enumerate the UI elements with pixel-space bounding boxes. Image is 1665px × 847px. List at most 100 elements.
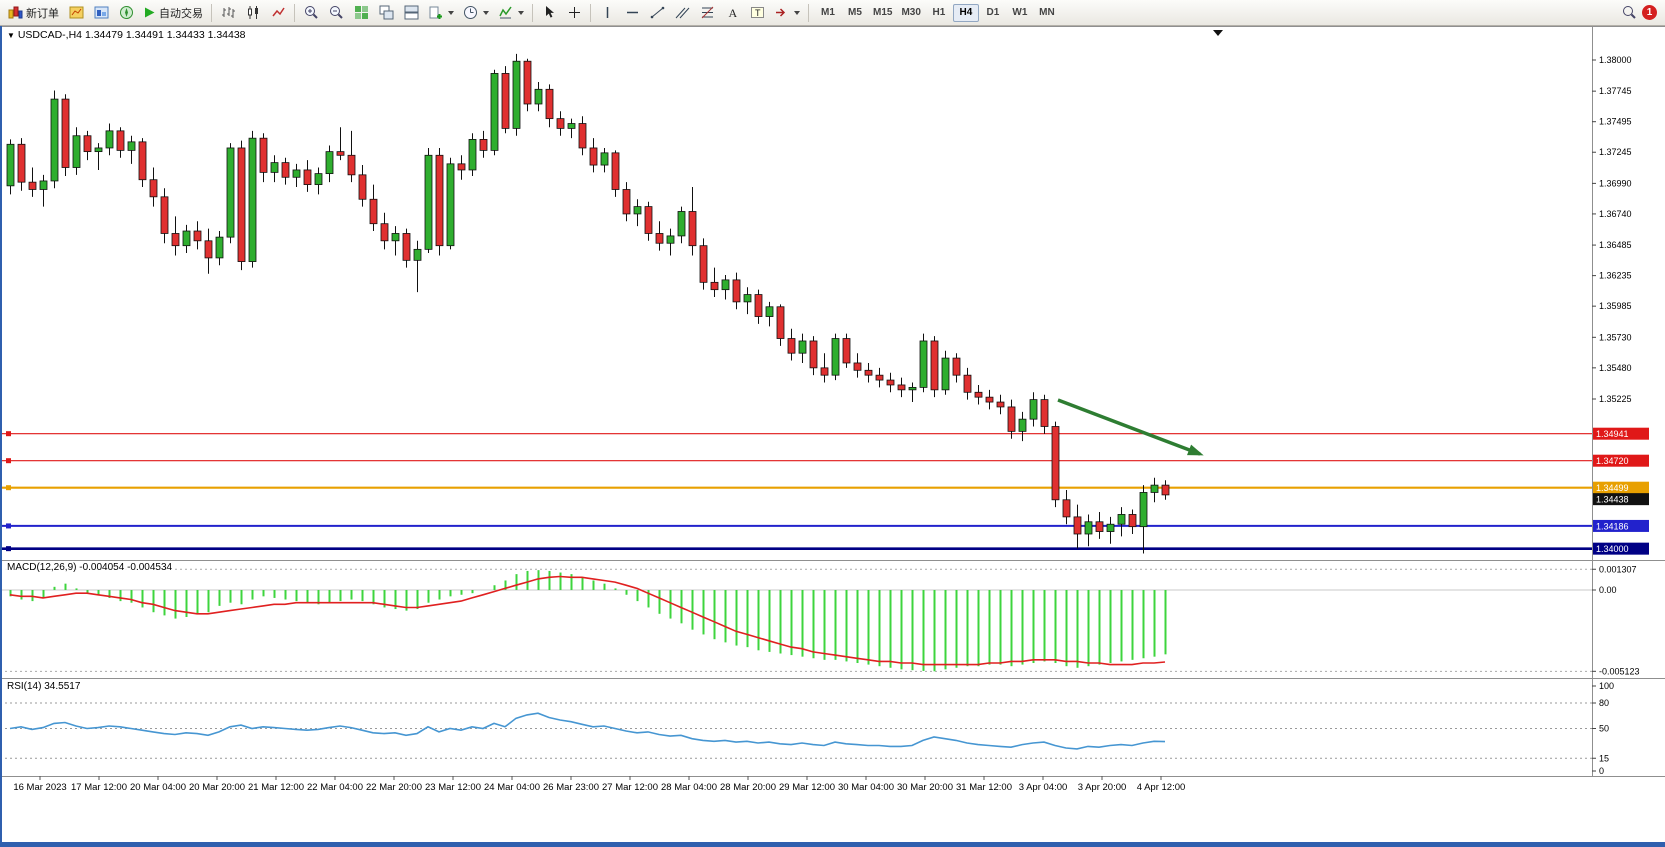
toolbar-separator [808,3,809,22]
candlestick-chart-button[interactable] [241,2,265,24]
clock-icon [464,6,477,19]
chevron-down-icon [483,10,489,15]
toolbar-separator [532,3,533,22]
svg-text:1.34720: 1.34720 [1596,456,1629,466]
new-chart-icon [429,6,442,19]
timeframe-group: M1 M5 M15 M30 H1 H4 D1 W1 MN [815,3,1060,22]
timeframe-d1-button[interactable]: D1 [980,4,1006,22]
svg-text:1.38000: 1.38000 [1599,55,1632,65]
bar-chart-button[interactable] [216,2,240,24]
svg-text:0: 0 [1599,766,1604,776]
data-window-button[interactable] [89,2,113,24]
auto-trading-label: 自动交易 [159,7,203,20]
zoom-out-button[interactable] [324,2,348,24]
svg-text:20 Mar 04:00: 20 Mar 04:00 [130,782,186,793]
svg-text:1.36990: 1.36990 [1599,178,1632,188]
trendline-icon [650,6,664,19]
channel-button[interactable] [670,2,694,24]
svg-text:23 Mar 12:00: 23 Mar 12:00 [425,782,481,793]
window-border-bottom [0,842,1665,847]
cursor-button[interactable] [537,2,561,24]
arrow-shape-icon [776,8,786,17]
ohlc-bars-icon [221,7,235,18]
channel-icon [675,7,689,19]
tile-horizontal-icon [404,5,418,20]
svg-text:15: 15 [1599,753,1609,763]
svg-text:1.36235: 1.36235 [1599,271,1632,281]
line-chart-icon [271,7,285,17]
vertical-line-button[interactable] [595,2,619,24]
svg-text:A: A [728,6,737,20]
new-chart-button[interactable] [424,2,458,24]
svg-text:4 Apr 12:00: 4 Apr 12:00 [1137,782,1186,793]
svg-text:50: 50 [1599,724,1609,734]
timeframe-m5-button[interactable]: M5 [842,4,868,22]
shapes-button[interactable] [770,2,804,24]
chart-symbol-title: ▼ USDCAD-,H4 1.34479 1.34491 1.34433 1.3… [5,29,248,41]
auto-trading-button[interactable]: 自动交易 [139,2,207,24]
timeframe-m1-button[interactable]: M1 [815,4,841,22]
label-t-icon: T [750,7,764,18]
line-chart-button[interactable] [266,2,290,24]
search-button[interactable] [1617,2,1641,24]
horizontal-line-button[interactable] [620,2,644,24]
svg-text:27 Mar 12:00: 27 Mar 12:00 [602,782,658,793]
toolbar: 新订单 自动交易 [0,0,1665,26]
notification-badge[interactable]: 1 [1642,5,1657,20]
timeframe-h4-button[interactable]: H4 [952,3,979,22]
svg-text:28 Mar 04:00: 28 Mar 04:00 [661,782,717,793]
svg-text:28 Mar 20:00: 28 Mar 20:00 [720,782,776,793]
timeframe-h1-button[interactable]: H1 [926,4,952,22]
svg-text:1.36485: 1.36485 [1599,240,1632,250]
vertical-line-icon [606,7,608,18]
svg-text:22 Mar 20:00: 22 Mar 20:00 [366,782,422,793]
crosshair-icon [568,7,580,18]
toolbar-separator [590,3,591,22]
svg-text:1.36740: 1.36740 [1599,209,1632,219]
svg-text:100: 100 [1599,681,1614,691]
text-label-button[interactable]: T [745,2,769,24]
timeframe-m30-button[interactable]: M30 [897,4,924,22]
market-watch-button[interactable] [64,2,88,24]
chart-canvas[interactable]: 1.38000 1.37745 1.37495 1.37245 1.36990 1.367… [0,26,1665,847]
indicators-button[interactable] [494,2,528,24]
timeframe-m15-button[interactable]: M15 [869,4,896,22]
market-watch-icon [69,6,83,19]
timeframe-w1-button[interactable]: W1 [1007,4,1033,22]
trendline-button[interactable] [645,2,669,24]
ohlc-text: 1.34479 1.34491 1.34433 1.34438 [84,29,246,41]
svg-text:29 Mar 12:00: 29 Mar 12:00 [779,782,835,793]
new-order-icon [8,6,23,19]
svg-text:26 Mar 23:00: 26 Mar 23:00 [543,782,599,793]
svg-text:30 Mar 20:00: 30 Mar 20:00 [897,782,953,793]
period-selector-button[interactable] [459,2,493,24]
new-order-button[interactable]: 新订单 [4,2,63,24]
collapse-triangle-icon[interactable]: ▼ [7,31,15,40]
svg-text:3 Apr 20:00: 3 Apr 20:00 [1078,782,1127,793]
fibonacci-icon [701,6,713,19]
svg-text:1.34186: 1.34186 [1596,521,1629,531]
tile-horizontal-button[interactable] [399,2,423,24]
svg-text:1.34941: 1.34941 [1596,429,1629,439]
window-border-left [0,26,2,847]
search-icon [1622,6,1636,19]
cascade-windows-button[interactable] [374,2,398,24]
cascade-windows-icon [379,5,393,20]
svg-text:30 Mar 04:00: 30 Mar 04:00 [838,782,894,793]
text-button[interactable]: A [720,2,744,24]
svg-text:21 Mar 12:00: 21 Mar 12:00 [248,782,304,793]
tile-windows-button[interactable] [349,2,373,24]
svg-text:1.34438: 1.34438 [1596,495,1629,505]
zoom-in-button[interactable] [299,2,323,24]
svg-text:1.35985: 1.35985 [1599,301,1632,311]
timeframe-mn-button[interactable]: MN [1034,4,1060,22]
fibonacci-button[interactable] [695,2,719,24]
crosshair-button[interactable] [562,2,586,24]
svg-text:-0.005123: -0.005123 [1599,666,1640,676]
navigator-button[interactable] [114,2,138,24]
chevron-down-icon [518,10,524,15]
new-order-label: 新订单 [26,7,59,20]
indicators-icon [499,6,512,19]
svg-text:16 Mar 2023: 16 Mar 2023 [13,782,66,793]
zoom-in-icon [304,6,318,19]
